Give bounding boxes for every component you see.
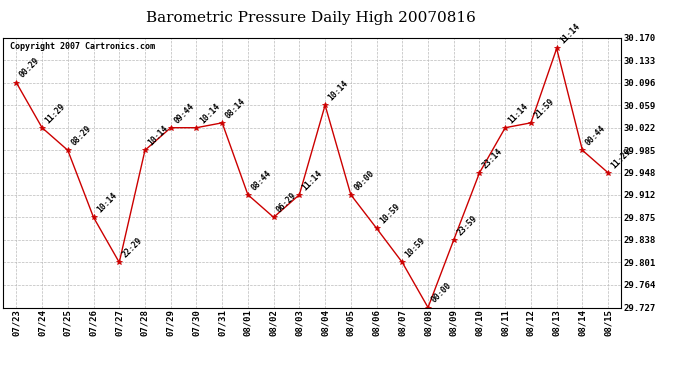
Text: 11:14: 11:14	[301, 168, 324, 192]
Text: 10:14: 10:14	[198, 101, 221, 125]
Text: Barometric Pressure Daily High 20070816: Barometric Pressure Daily High 20070816	[146, 11, 475, 25]
Text: 08:14: 08:14	[224, 96, 247, 120]
Text: 11:14: 11:14	[506, 101, 530, 125]
Text: 00:29: 00:29	[18, 56, 41, 80]
Text: 10:14: 10:14	[146, 124, 170, 147]
Text: 11:14: 11:14	[558, 22, 582, 46]
Text: 06:29: 06:29	[275, 191, 299, 214]
Text: 00:44: 00:44	[584, 124, 607, 147]
Text: 22:29: 22:29	[121, 236, 144, 260]
Text: 00:00: 00:00	[352, 168, 376, 192]
Text: Copyright 2007 Cartronics.com: Copyright 2007 Cartronics.com	[10, 42, 155, 51]
Text: 10:59: 10:59	[378, 202, 402, 225]
Text: 10:14: 10:14	[326, 79, 350, 102]
Text: 23:59: 23:59	[455, 213, 479, 237]
Text: 10:59: 10:59	[404, 236, 427, 260]
Text: 21:59: 21:59	[532, 96, 556, 120]
Text: 23:14: 23:14	[481, 146, 504, 170]
Text: 08:44: 08:44	[249, 168, 273, 192]
Text: 08:29: 08:29	[69, 124, 92, 147]
Text: 00:00: 00:00	[429, 281, 453, 305]
Text: 09:44: 09:44	[172, 101, 196, 125]
Text: 10:14: 10:14	[95, 191, 119, 214]
Text: 11:29: 11:29	[43, 101, 67, 125]
Text: 11:29: 11:29	[609, 146, 633, 170]
